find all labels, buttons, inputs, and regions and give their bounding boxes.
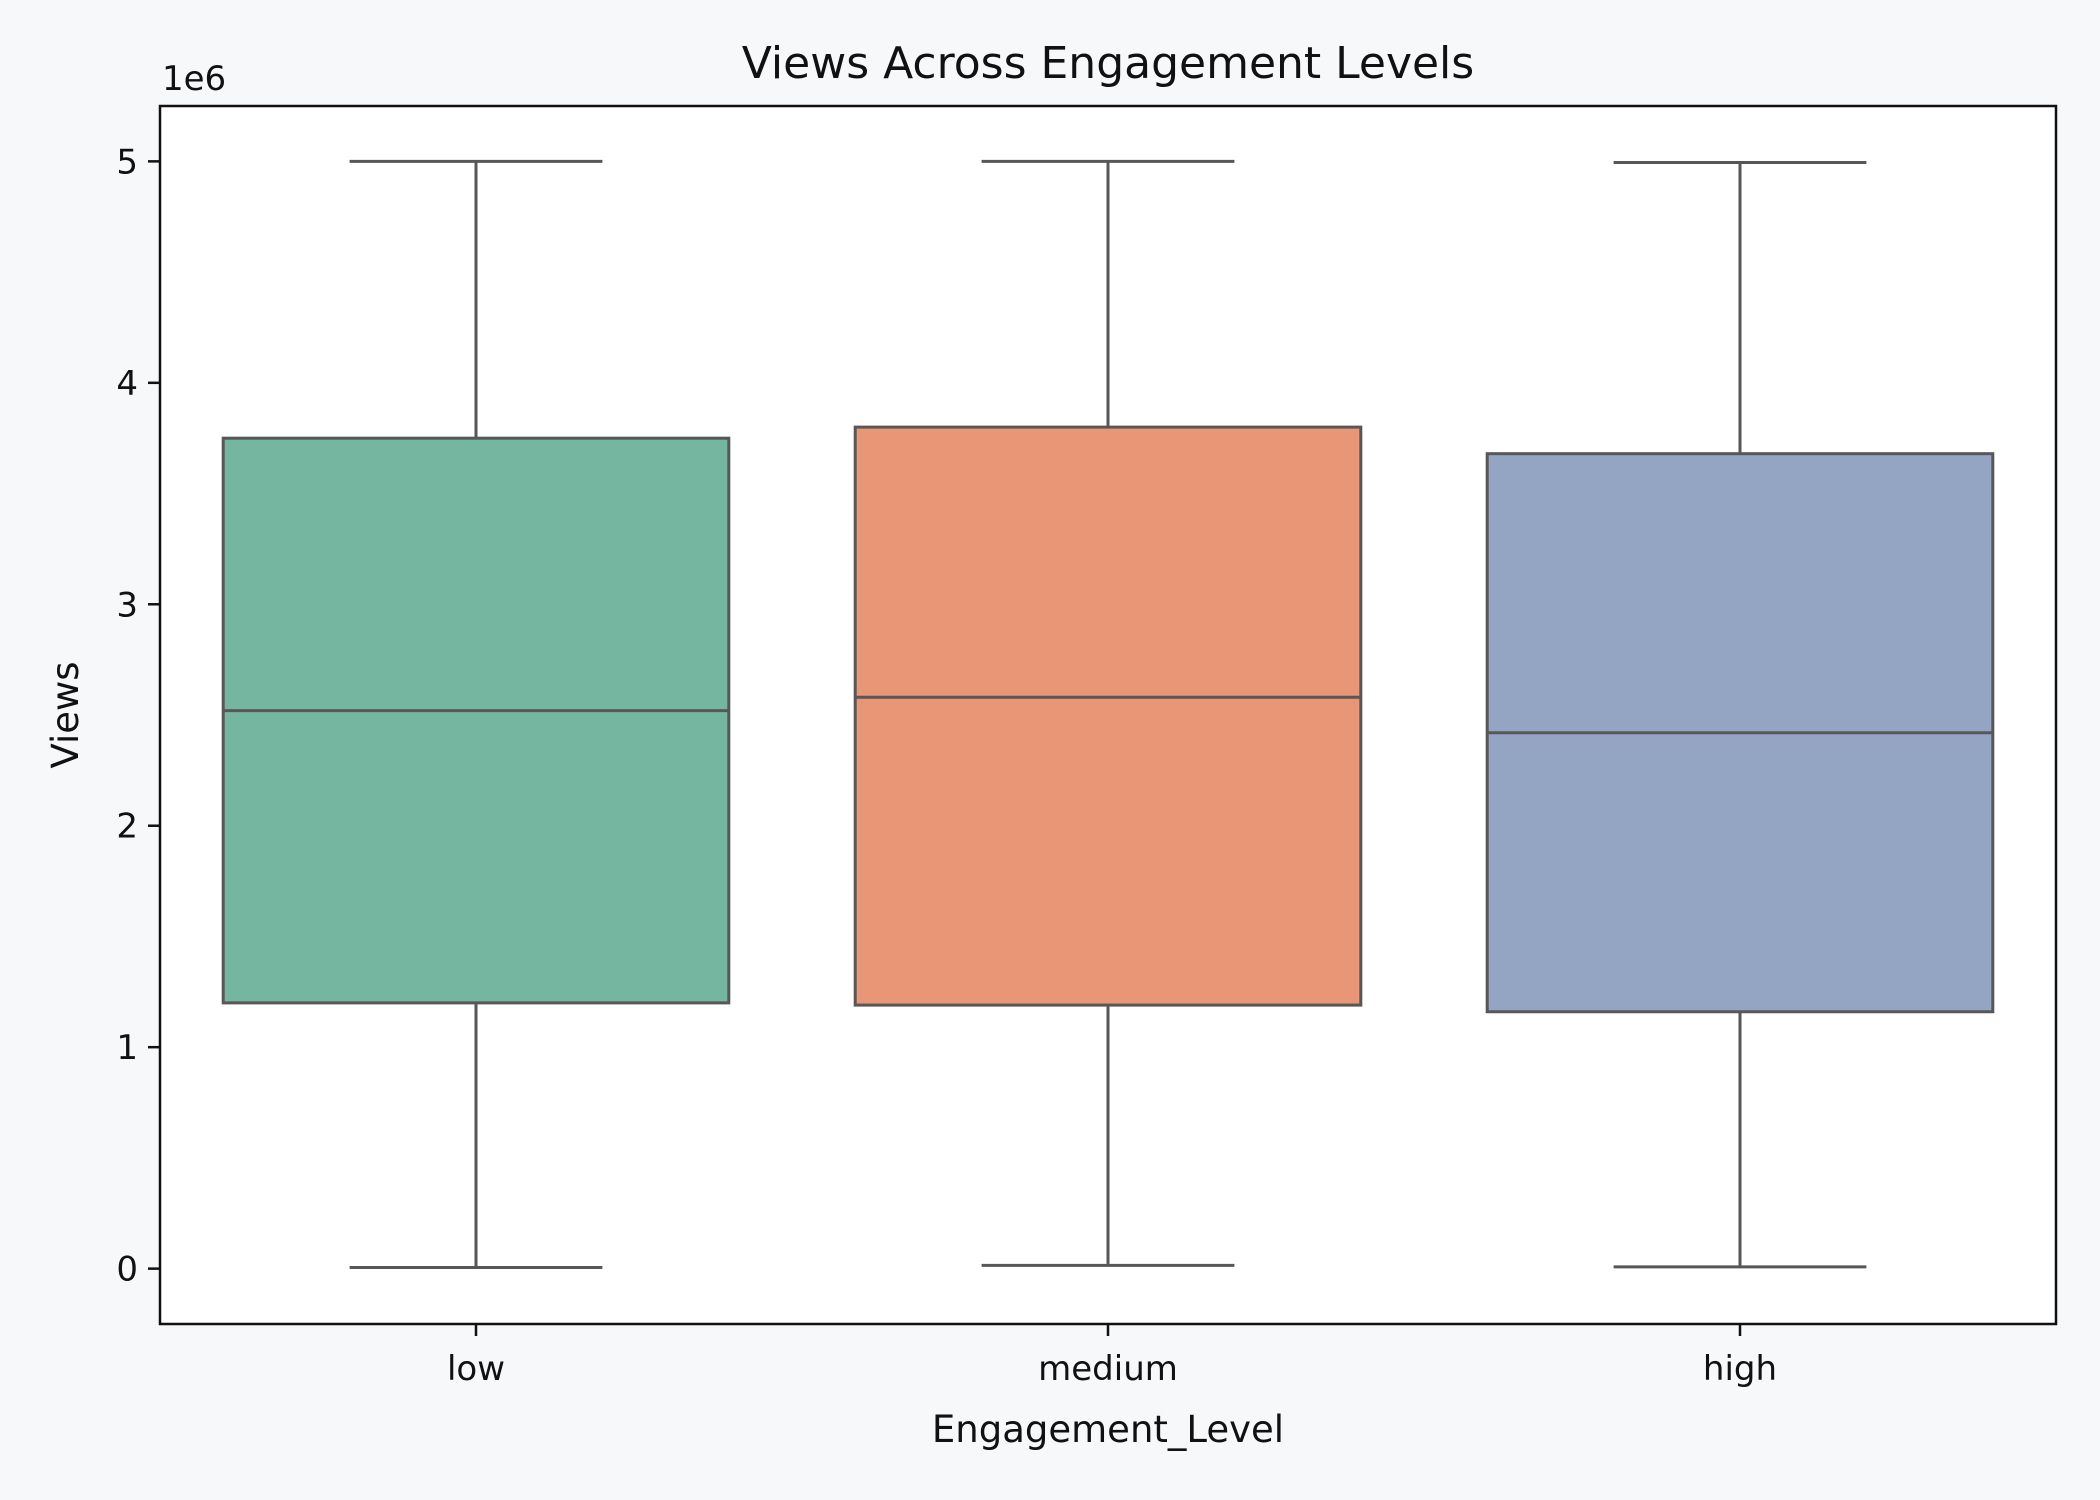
- x-tick-label-low: low: [447, 1349, 505, 1389]
- y-tick-label: 0: [116, 1250, 138, 1290]
- boxes-layer: [221, 159, 1995, 1270]
- box-medium: [853, 159, 1363, 1267]
- y-tick-label: 2: [116, 807, 138, 847]
- y-axis: 0 1 2 3 4 5: [116, 142, 160, 1290]
- y-offset-label: 1e6: [162, 59, 226, 99]
- chart-title: Views Across Engagement Levels: [742, 38, 1474, 89]
- x-axis-label: Engagement_Level: [932, 1408, 1284, 1451]
- box-high: [1485, 160, 1995, 1269]
- y-tick-label: 5: [116, 142, 138, 182]
- x-axis: low medium high: [447, 1324, 1777, 1389]
- y-tick-label: 3: [116, 585, 138, 625]
- y-axis-label: Views: [44, 661, 87, 768]
- iqr-box: [853, 425, 1363, 1007]
- y-tick-label: 1: [116, 1028, 138, 1068]
- x-tick-label-high: high: [1703, 1349, 1777, 1389]
- x-tick-label-medium: medium: [1038, 1349, 1178, 1389]
- y-tick-label: 4: [116, 364, 138, 404]
- box-low: [221, 159, 731, 1270]
- iqr-box: [221, 436, 731, 1005]
